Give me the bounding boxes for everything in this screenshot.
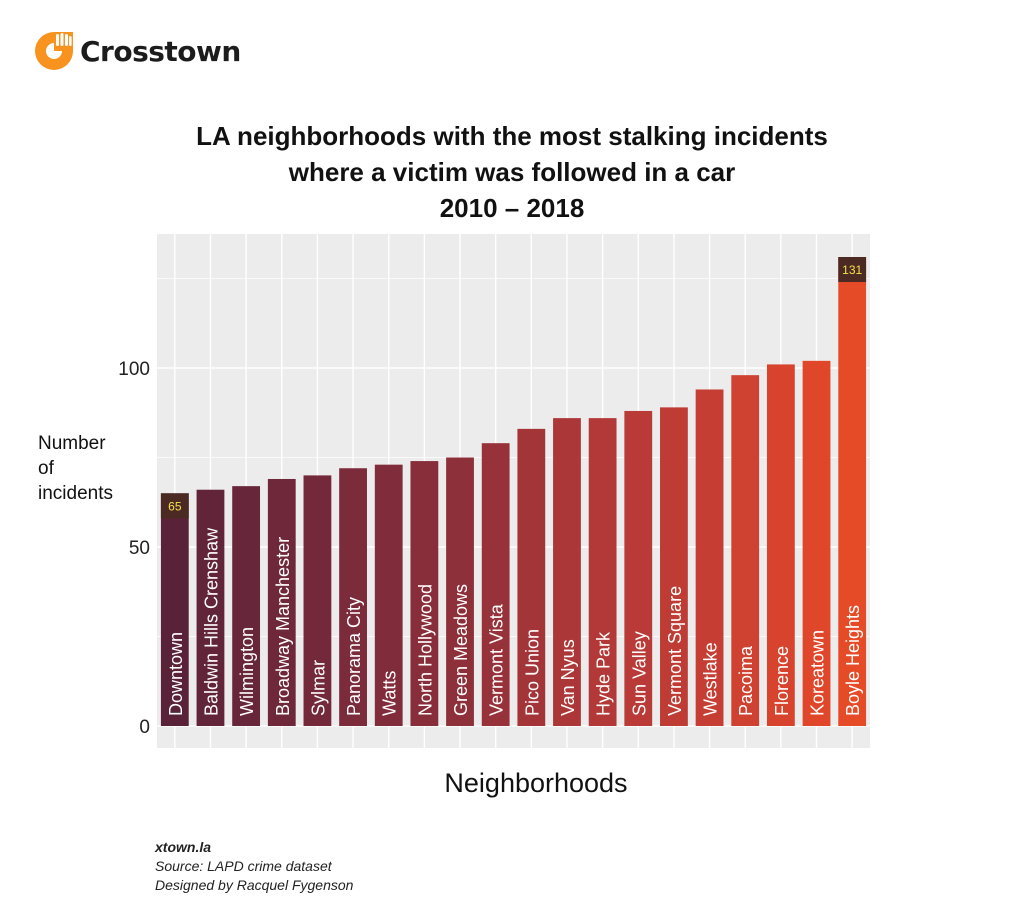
y-tick-label: 0 [139, 717, 150, 738]
bar-14 [624, 410, 653, 726]
bar-2 [196, 489, 225, 726]
crosstown-logo: Crosstown [34, 30, 241, 72]
bar-7 [374, 464, 403, 726]
bar-category-label: Downtown [166, 632, 186, 716]
bar-category-label: Vermont Square [665, 586, 685, 716]
chart-title-line-1: LA neighborhoods with the most stalking … [196, 121, 828, 151]
data-label: 131 [842, 263, 862, 277]
data-label-box [838, 257, 867, 283]
bar-category-label: Panorama City [344, 597, 364, 716]
bar-category-label: North Hollywood [415, 584, 435, 716]
bar-category-label: Broadway Manchester [273, 537, 293, 716]
bar-category-label: Westlake [701, 642, 721, 716]
bar-19 [802, 360, 831, 726]
bar-9 [446, 457, 474, 726]
data-label-box [160, 493, 189, 519]
bar-11 [517, 428, 546, 726]
bar-category-label: Baldwin Hills Crenshaw [201, 527, 221, 716]
y-axis-label: Number of incidents [38, 431, 113, 506]
footer: xtown.la Source: LAPD crime dataset Desi… [155, 838, 353, 895]
footer-source: Source: LAPD crime dataset [155, 858, 332, 874]
bar-category-label: Green Meadows [451, 584, 471, 716]
y-axis-label-line-2: of [38, 458, 54, 479]
bar-category-label: Van Nyus [558, 639, 578, 716]
plot-background [157, 234, 870, 748]
bar-16 [695, 389, 724, 726]
bar-8 [410, 461, 439, 726]
bar-category-label: Boyle Heights [843, 605, 863, 716]
bar-17 [731, 375, 760, 726]
crosstown-hand-logo-icon [35, 32, 73, 70]
bar-20 [838, 257, 867, 726]
bar-18 [766, 364, 795, 726]
bar-category-label: Pico Union [522, 629, 542, 716]
y-axis-label-line-1: Number [38, 433, 106, 454]
bar-category-label: Florence [772, 646, 792, 716]
bar-5 [303, 475, 332, 726]
chart-title-line-2: where a victim was followed in a car [288, 157, 736, 187]
bar-15 [660, 407, 688, 726]
chart-title-line-3: 2010 – 2018 [439, 193, 585, 223]
footer-credit: Designed by Racquel Fygenson [155, 877, 354, 893]
bar-category-label: Watts [380, 671, 400, 716]
bar-4 [267, 478, 296, 726]
brand-name: Crosstown [80, 34, 241, 68]
bar-12 [553, 418, 581, 726]
y-axis-label-line-3: incidents [38, 483, 113, 504]
y-tick-label: 50 [129, 538, 150, 559]
bar-1 [160, 493, 189, 726]
bar-category-label: Wilmington [237, 627, 257, 716]
bar-category-label: Hyde Park [594, 631, 614, 716]
bar-10 [481, 443, 510, 726]
bar-3 [232, 486, 261, 726]
bar-category-label: Vermont Vista [487, 603, 507, 716]
chart-title: LA neighborhoods with the most stalking … [0, 118, 1024, 226]
x-axis-label: Neighborhoods [444, 768, 628, 798]
footer-site: xtown.la [155, 839, 212, 855]
data-label: 65 [168, 499, 182, 513]
bar-category-label: Koreatown [808, 630, 828, 716]
bar-6 [339, 468, 367, 726]
y-tick-label: 100 [118, 359, 150, 380]
bar-13 [588, 418, 617, 726]
bar-category-label: Sun Valley [629, 631, 649, 716]
bar-category-label: Pacoima [736, 645, 756, 716]
bar-category-label: Sylmar [308, 660, 328, 716]
